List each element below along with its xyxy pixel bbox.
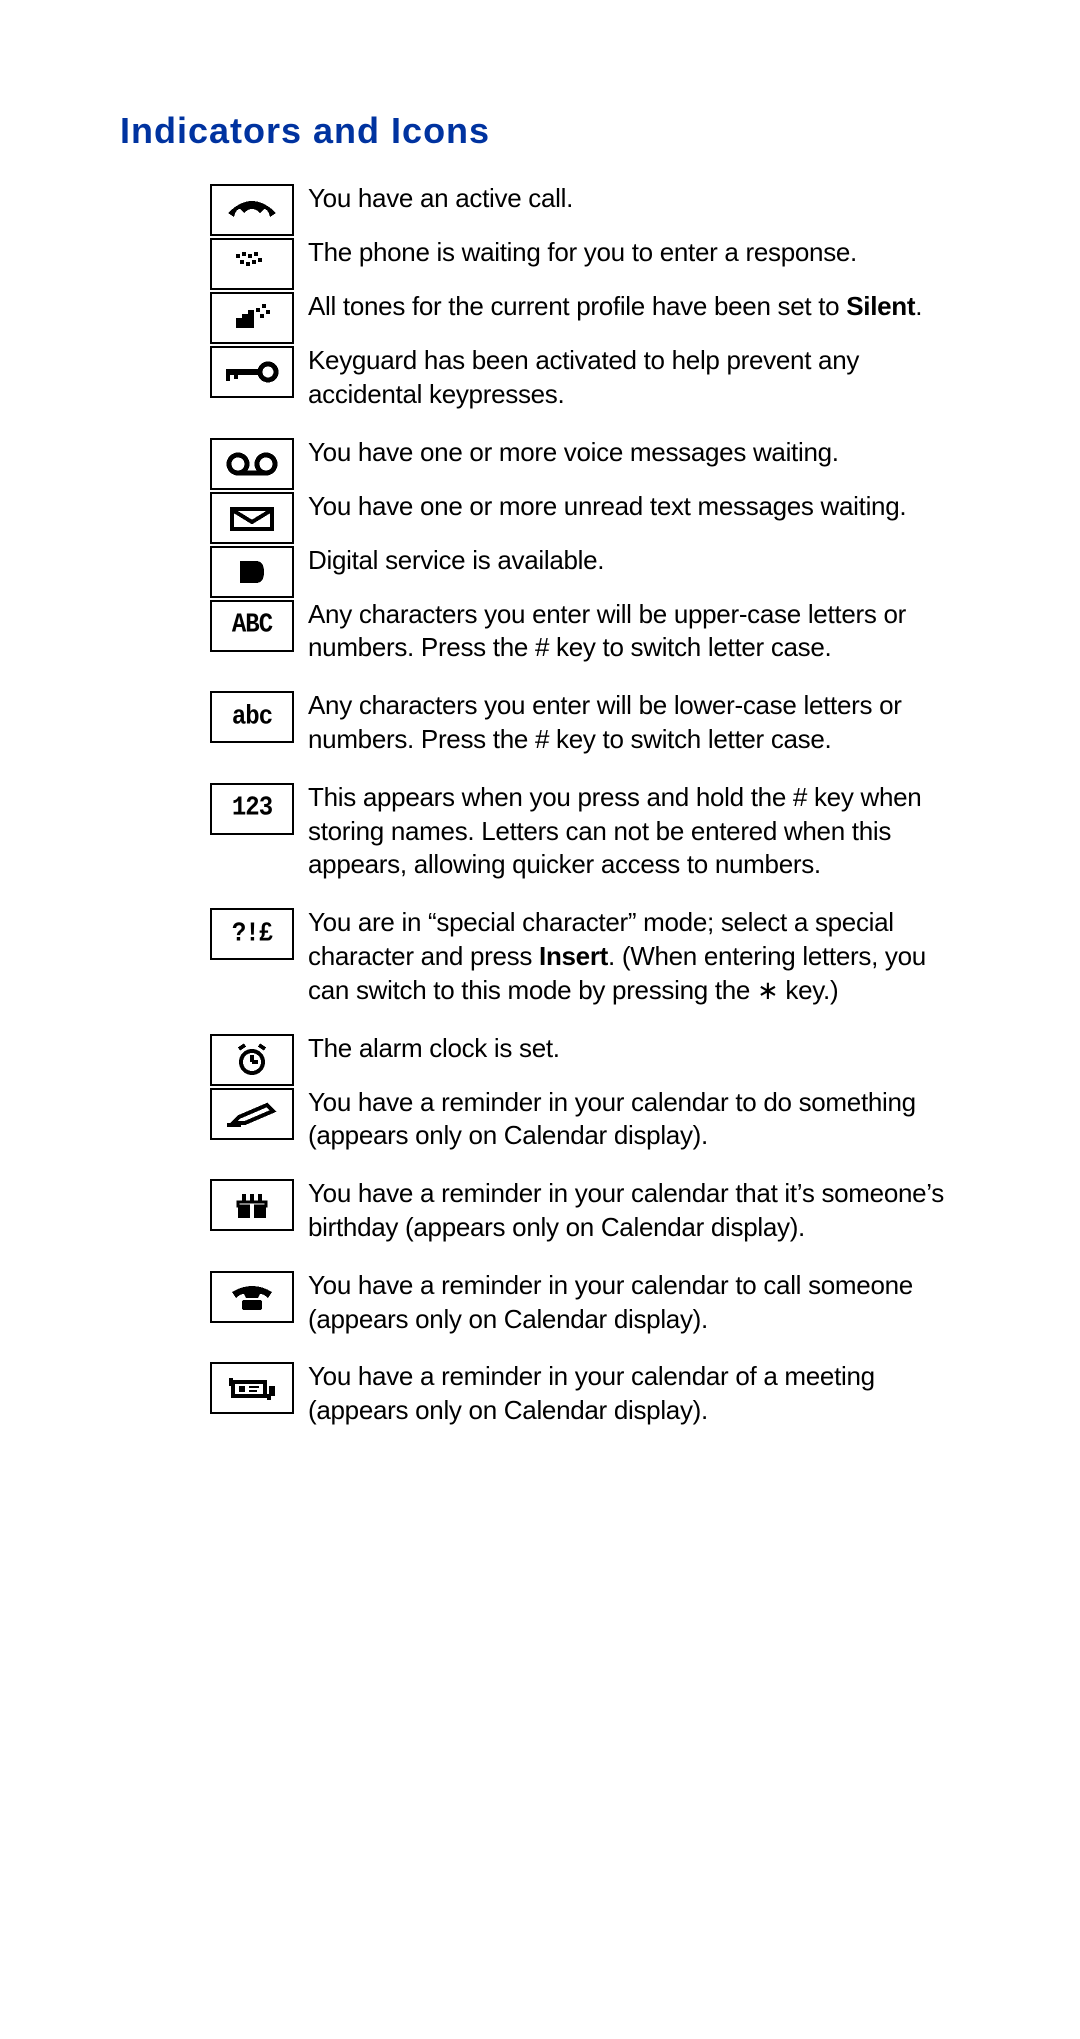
indicator-row: You have a reminder in your calendar tha… bbox=[210, 1177, 970, 1245]
indicator-group: You have an active call. The phone is wai… bbox=[210, 182, 970, 412]
indicator-group: You have a reminder in your calendar tha… bbox=[210, 1177, 970, 1245]
indicator-group: You have a reminder in your calendar of … bbox=[210, 1360, 970, 1428]
indicator-list: You have an active call. The phone is wai… bbox=[210, 182, 970, 1442]
indicator-description: Keyguard has been activated to help prev… bbox=[308, 344, 970, 412]
indicator-description: Any characters you enter will be lower-c… bbox=[308, 689, 970, 757]
icon-text: abc bbox=[232, 702, 272, 732]
indicator-description: You are in “special character” mode; sel… bbox=[308, 906, 970, 1007]
abc-icon: abc bbox=[210, 691, 294, 743]
icon-text: ABC bbox=[232, 611, 272, 641]
key-icon bbox=[210, 346, 294, 398]
indicator-row: Digital service is available. bbox=[210, 544, 970, 598]
indicator-group: ?!£ You are in “special character” mode; … bbox=[210, 906, 970, 1007]
indicator-group: You have one or more voice messages wait… bbox=[210, 436, 970, 666]
indicator-row: The phone is waiting for you to enter a … bbox=[210, 236, 970, 290]
indicator-description: Digital service is available. bbox=[308, 544, 604, 578]
alarm-icon bbox=[210, 1034, 294, 1086]
special-icon: ?!£ bbox=[210, 908, 294, 960]
document-page: Indicators and Icons You have an active … bbox=[0, 0, 1080, 2039]
indicator-row: ?!£ You are in “special character” mode; … bbox=[210, 906, 970, 1007]
page-title: Indicators and Icons bbox=[120, 110, 970, 152]
indicator-row: You have an active call. bbox=[210, 182, 970, 236]
indicator-description: You have one or more voice messages wait… bbox=[308, 436, 839, 470]
indicator-row: You have a reminder in your calendar of … bbox=[210, 1360, 970, 1428]
indicator-row: You have a reminder in your calendar to … bbox=[210, 1269, 970, 1337]
indicator-row: 123 This appears when you press and hold … bbox=[210, 781, 970, 882]
indicator-group: The alarm clock is set. You have a remind… bbox=[210, 1032, 970, 1154]
indicator-group: 123 This appears when you press and hold … bbox=[210, 781, 970, 882]
indicator-row: You have a reminder in your calendar to … bbox=[210, 1086, 970, 1154]
silent-icon bbox=[210, 292, 294, 344]
indicator-description: This appears when you press and hold the… bbox=[308, 781, 970, 882]
indicator-description: You have a reminder in your calendar to … bbox=[308, 1086, 970, 1154]
indicator-row: You have one or more unread text message… bbox=[210, 490, 970, 544]
indicator-row: The alarm clock is set. bbox=[210, 1032, 970, 1086]
pencil-icon bbox=[210, 1088, 294, 1140]
indicator-description: The phone is waiting for you to enter a … bbox=[308, 236, 857, 270]
digital-d-icon bbox=[210, 546, 294, 598]
indicator-row: abc Any characters you enter will be lowe… bbox=[210, 689, 970, 757]
envelope-icon bbox=[210, 492, 294, 544]
indicator-row: ABC Any characters you enter will be uppe… bbox=[210, 598, 970, 666]
indicator-description: You have a reminder in your calendar of … bbox=[308, 1360, 970, 1428]
voicemail-icon bbox=[210, 438, 294, 490]
indicator-description: All tones for the current profile have b… bbox=[308, 290, 922, 324]
phone-handset-icon bbox=[210, 184, 294, 236]
indicator-description: You have a reminder in your calendar tha… bbox=[308, 1177, 970, 1245]
indicator-description: The alarm clock is set. bbox=[308, 1032, 560, 1066]
indicator-row: All tones for the current profile have b… bbox=[210, 290, 970, 344]
indicator-description: Any characters you enter will be upper-c… bbox=[308, 598, 970, 666]
meeting-icon bbox=[210, 1362, 294, 1414]
123-icon: 123 bbox=[210, 783, 294, 835]
icon-text: ?!£ bbox=[232, 919, 272, 949]
telephone-icon bbox=[210, 1271, 294, 1323]
indicator-row: Keyguard has been activated to help prev… bbox=[210, 344, 970, 412]
indicator-group: abc Any characters you enter will be lowe… bbox=[210, 689, 970, 757]
ABC-icon: ABC bbox=[210, 600, 294, 652]
indicator-description: You have a reminder in your calendar to … bbox=[308, 1269, 970, 1337]
waiting-icon bbox=[210, 238, 294, 290]
indicator-description: You have one or more unread text message… bbox=[308, 490, 906, 524]
birthday-icon bbox=[210, 1179, 294, 1231]
indicator-description: You have an active call. bbox=[308, 182, 573, 216]
icon-text: 123 bbox=[232, 794, 272, 824]
indicator-row: You have one or more voice messages wait… bbox=[210, 436, 970, 490]
indicator-group: You have a reminder in your calendar to … bbox=[210, 1269, 970, 1337]
